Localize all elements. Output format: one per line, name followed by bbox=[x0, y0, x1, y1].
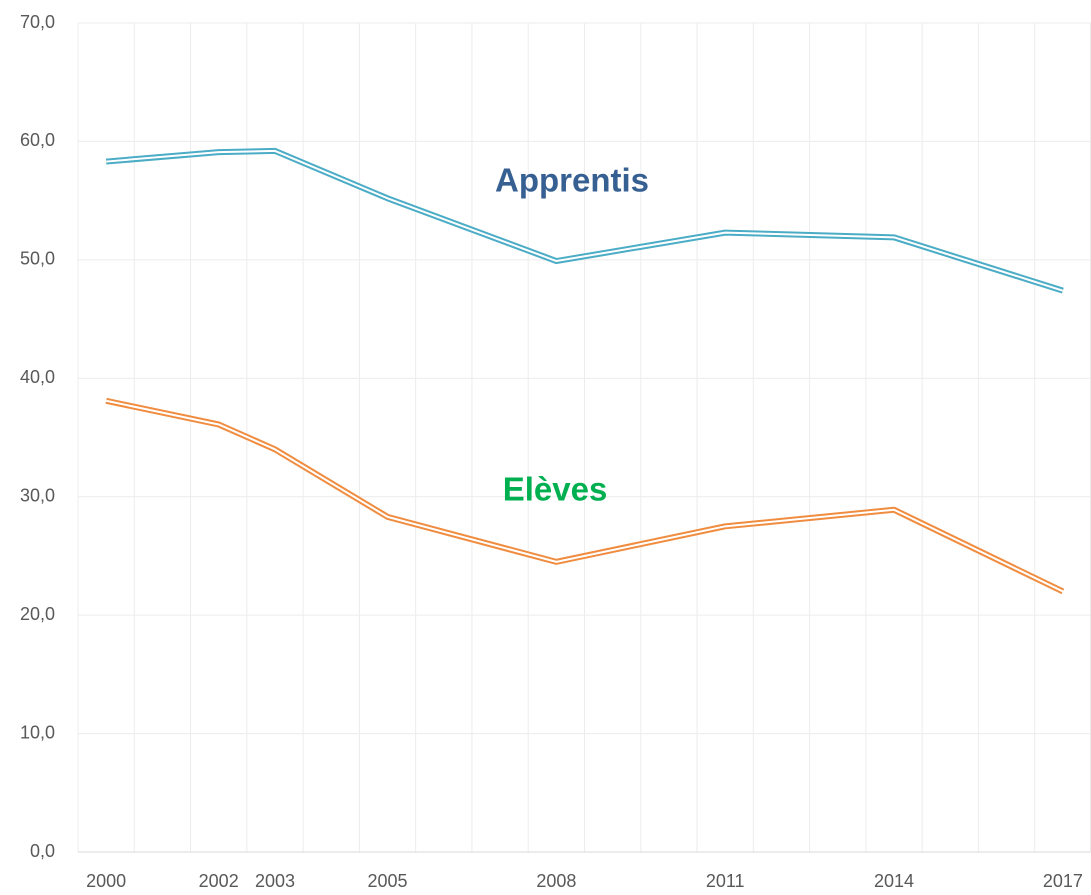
x-tick-label: 2011 bbox=[706, 871, 745, 891]
x-tick-label: 2003 bbox=[255, 871, 295, 891]
x-tick-label: 2017 bbox=[1043, 871, 1083, 891]
y-tick-label: 50,0 bbox=[20, 249, 55, 269]
x-tick-label: 2005 bbox=[368, 871, 408, 891]
x-tick-label: 2014 bbox=[874, 871, 914, 891]
x-tick-label: 2002 bbox=[199, 871, 239, 891]
y-tick-label: 20,0 bbox=[20, 604, 55, 624]
y-tick-label: 10,0 bbox=[20, 722, 55, 742]
y-tick-label: 60,0 bbox=[20, 130, 55, 150]
y-tick-label: 70,0 bbox=[20, 12, 55, 32]
x-tick-label: 2008 bbox=[536, 871, 576, 891]
y-tick-label: 0,0 bbox=[30, 841, 55, 861]
series-label: Elèves bbox=[503, 471, 608, 508]
x-tick-label: 2000 bbox=[86, 871, 126, 891]
series-line-inner bbox=[106, 149, 1064, 292]
series-label: Apprentis bbox=[495, 162, 649, 199]
y-tick-label: 40,0 bbox=[20, 367, 55, 387]
y-tick-label: 30,0 bbox=[20, 485, 55, 505]
series-line-inner bbox=[105, 399, 1064, 593]
